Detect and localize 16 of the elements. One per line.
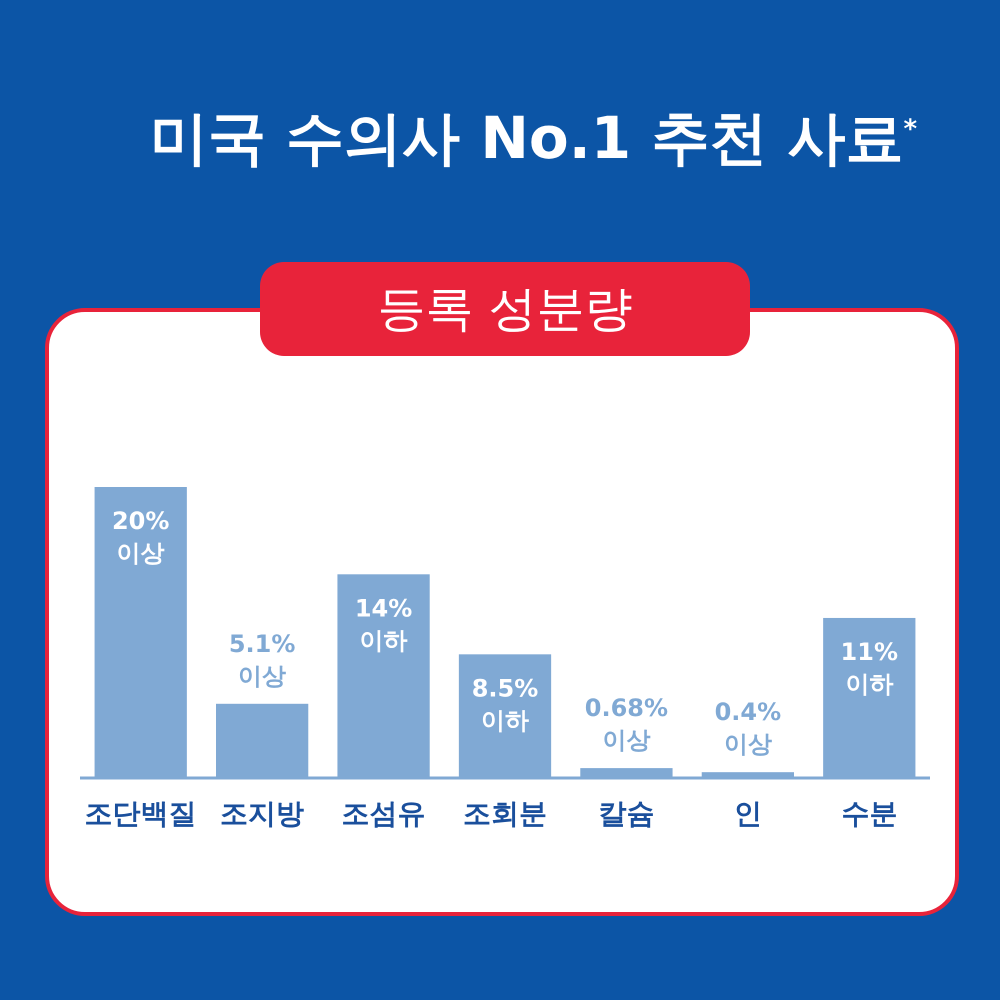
x-tick-label: 조섬유 <box>342 797 426 830</box>
data-label: 0.4% 이상 <box>714 698 782 758</box>
x-tick-label: 조회분 <box>463 797 547 830</box>
data-label: 0.68% 이상 <box>584 694 668 754</box>
x-tick-label: 조지방 <box>220 797 304 830</box>
data-label: 20% 이상 <box>112 507 170 567</box>
data-label: 5.1% 이상 <box>228 630 296 690</box>
data-label: 14% 이하 <box>354 594 412 654</box>
chart-subtitle: 등록 성분량 <box>260 262 750 356</box>
chart-title: 미국 수의사 No.1 추천 사료$^{*}$ <box>150 103 918 174</box>
x-tick-label: 칼슘 <box>598 797 654 830</box>
x-tick-label: 인 <box>734 797 762 830</box>
data-label: 11% 이하 <box>840 638 898 698</box>
x-tick-label: 수분 <box>841 797 898 830</box>
x-tick-label: 조단백질 <box>84 797 197 830</box>
data-label: 8.5% 이하 <box>472 674 538 734</box>
